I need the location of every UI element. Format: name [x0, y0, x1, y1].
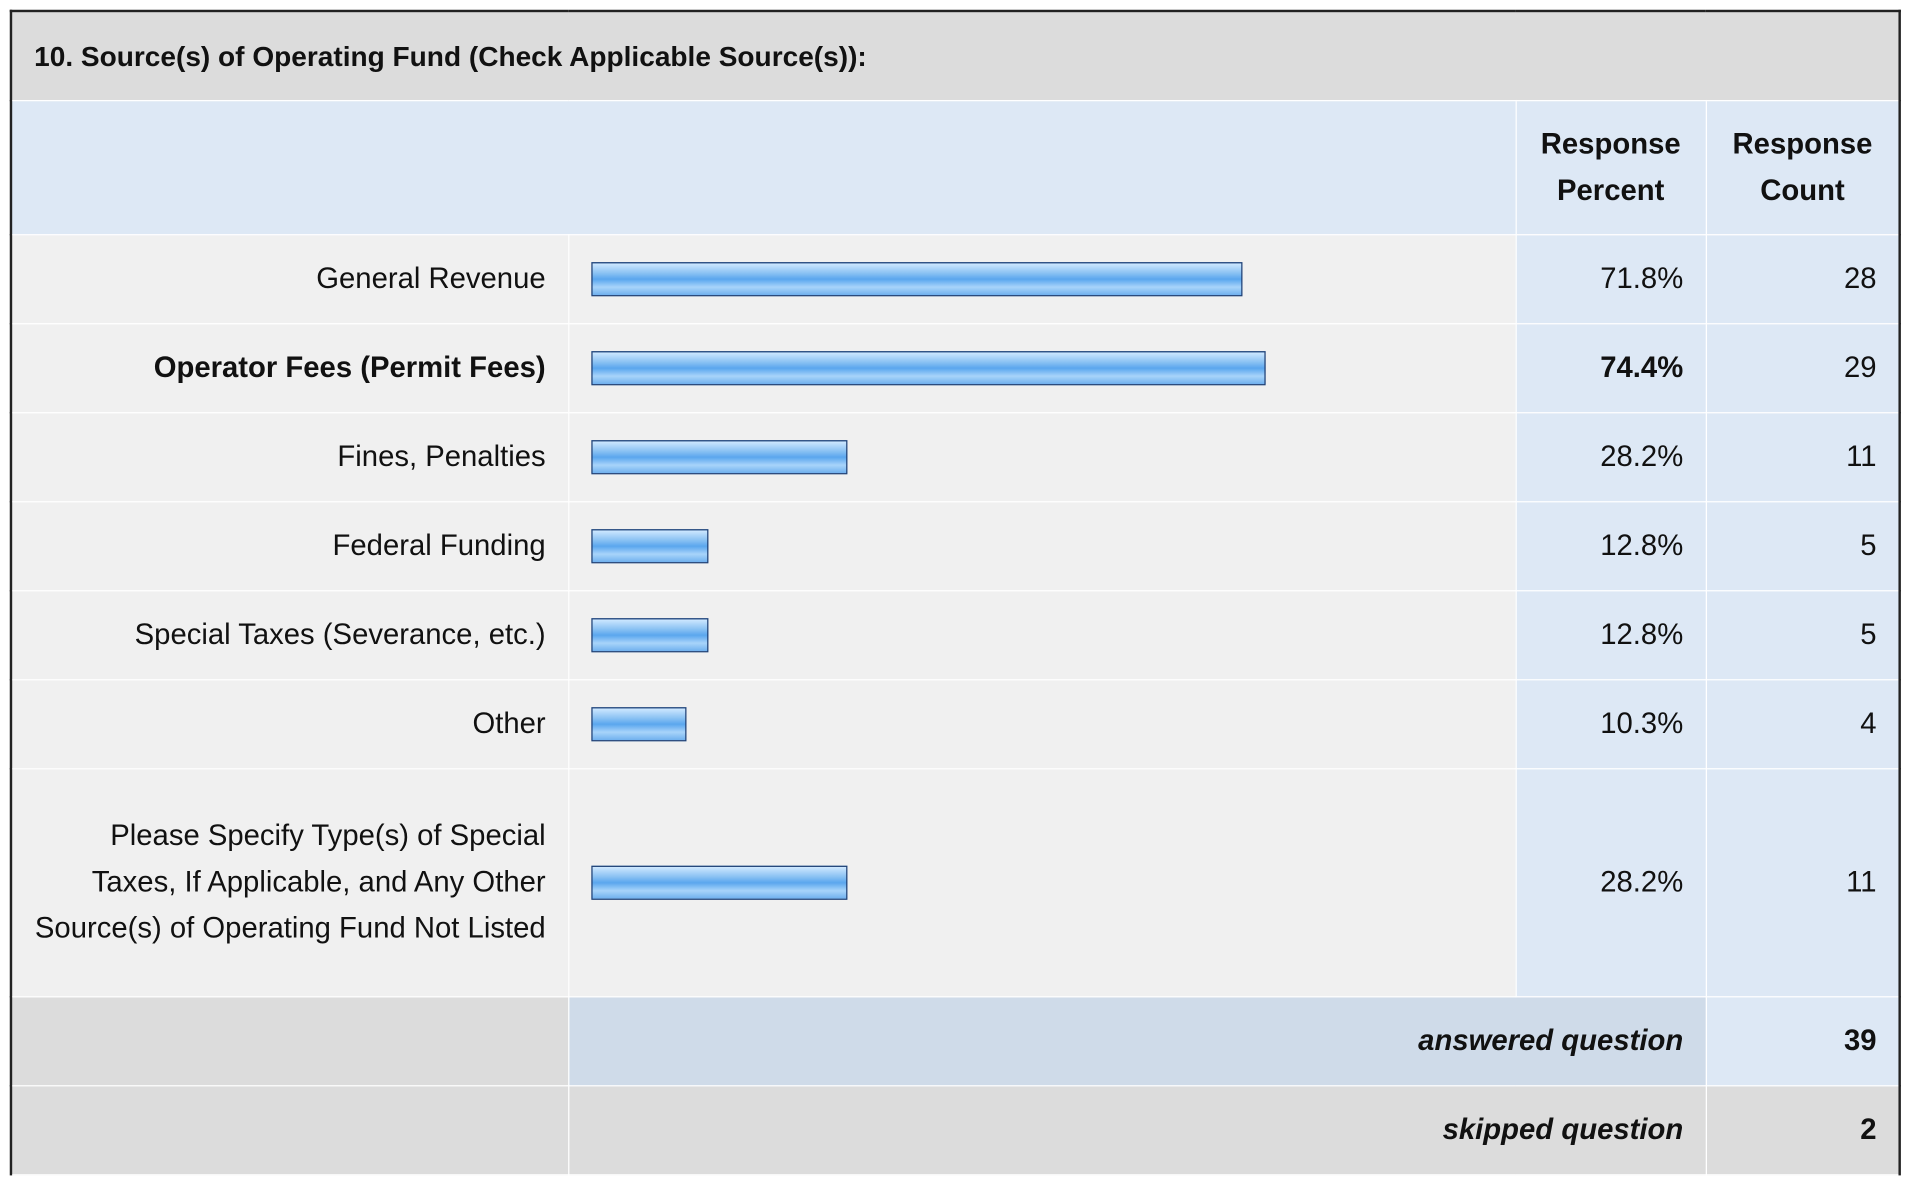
response-count: 11	[1705, 768, 1901, 998]
bar-cell	[567, 412, 1517, 503]
response-count: 11	[1705, 412, 1901, 503]
answer-row: Special Taxes (Severance, etc.) 12.8% 5	[10, 590, 1901, 681]
summary-count: 39	[1705, 996, 1901, 1087]
answer-row: Federal Funding 12.8% 5	[10, 501, 1901, 592]
answer-row: Please Specify Type(s) of Special Taxes,…	[10, 768, 1901, 998]
header-row: Response Percent Response Count	[10, 99, 1901, 236]
answer-row: Other 10.3% 4	[10, 679, 1901, 770]
response-percent: 12.8%	[1514, 501, 1707, 592]
response-percent: 28.2%	[1514, 412, 1707, 503]
survey-table: 10. Source(s) of Operating Fund (Check A…	[9, 9, 1901, 1176]
answer-label: Fines, Penalties	[10, 412, 569, 503]
bar-cell	[567, 234, 1517, 325]
summary-label: skipped question	[567, 1085, 1707, 1176]
summary-count: 2	[1705, 1085, 1901, 1176]
percent-bar	[590, 351, 1266, 386]
header-blank	[10, 99, 1517, 236]
bar-cell	[567, 501, 1517, 592]
summary-blank	[10, 996, 569, 1087]
bar-cell	[567, 679, 1517, 770]
response-count: 5	[1705, 590, 1901, 681]
bar-cell	[567, 323, 1517, 414]
answer-label: General Revenue	[10, 234, 569, 325]
answer-label: Please Specify Type(s) of Special Taxes,…	[10, 768, 569, 998]
response-percent: 12.8%	[1514, 590, 1707, 681]
bar-cell	[567, 768, 1517, 998]
response-count: 29	[1705, 323, 1901, 414]
summary-row: answered question 39	[10, 996, 1901, 1087]
answer-row: Fines, Penalties 28.2% 11	[10, 412, 1901, 503]
answer-label: Operator Fees (Permit Fees)	[10, 323, 569, 414]
response-count: 28	[1705, 234, 1901, 325]
percent-bar	[590, 262, 1242, 297]
header-percent: Response Percent	[1514, 99, 1707, 236]
answer-label: Special Taxes (Severance, etc.)	[10, 590, 569, 681]
summary-label: answered question	[567, 996, 1707, 1087]
percent-bar	[590, 707, 687, 742]
percent-bar	[590, 440, 848, 475]
header-count: Response Count	[1705, 99, 1901, 236]
percent-bar	[590, 529, 709, 564]
response-percent: 74.4%	[1514, 323, 1707, 414]
answer-row: General Revenue 71.8% 28	[10, 234, 1901, 325]
percent-bar	[590, 865, 848, 900]
answer-label: Other	[10, 679, 569, 770]
question-title: 10. Source(s) of Operating Fund (Check A…	[10, 10, 1901, 102]
summary-blank	[10, 1085, 569, 1176]
response-count: 5	[1705, 501, 1901, 592]
response-percent: 71.8%	[1514, 234, 1707, 325]
response-percent: 28.2%	[1514, 768, 1707, 998]
percent-bar	[590, 618, 709, 653]
bar-cell	[567, 590, 1517, 681]
response-count: 4	[1705, 679, 1901, 770]
response-percent: 10.3%	[1514, 679, 1707, 770]
answer-label: Federal Funding	[10, 501, 569, 592]
answer-row: Operator Fees (Permit Fees) 74.4% 29	[10, 323, 1901, 414]
summary-row: skipped question 2	[10, 1085, 1901, 1176]
